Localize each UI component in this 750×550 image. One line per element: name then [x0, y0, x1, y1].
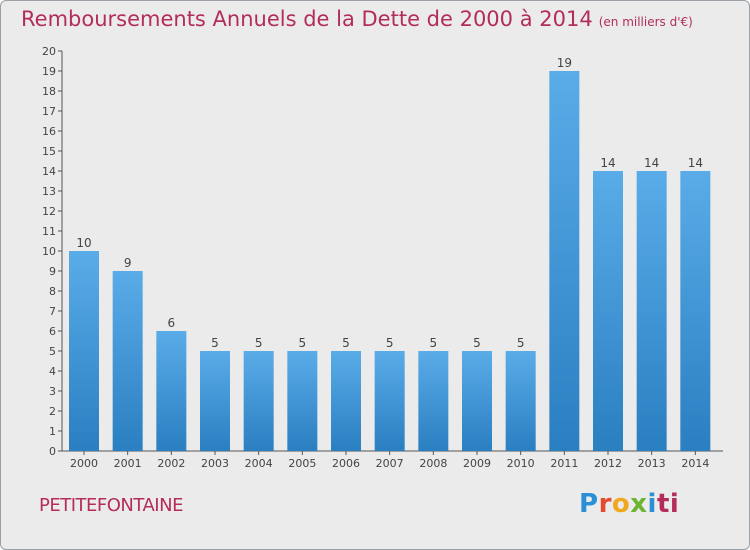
logo-letter: i [647, 489, 657, 519]
x-tick-label: 2007 [376, 457, 404, 470]
x-tick-label: 2013 [638, 457, 666, 470]
bar-value-label: 5 [473, 336, 481, 350]
y-tick-label: 6 [49, 325, 56, 338]
y-tick-label: 15 [42, 145, 56, 158]
bar [331, 351, 361, 451]
y-tick-label: 1 [49, 425, 56, 438]
logo-letter: r [598, 489, 612, 519]
bar-value-label: 19 [557, 56, 572, 70]
y-tick-label: 18 [42, 85, 56, 98]
bar-value-label: 14 [688, 156, 703, 170]
chart-unit: (en milliers d'€) [598, 15, 693, 29]
x-tick-label: 2010 [507, 457, 535, 470]
bar-value-label: 14 [644, 156, 659, 170]
y-tick-label: 14 [42, 165, 56, 178]
bar [593, 171, 623, 451]
bar-value-label: 5 [299, 336, 307, 350]
logo-letter: ti [656, 489, 680, 519]
y-tick-label: 20 [42, 45, 56, 58]
y-tick-label: 5 [49, 345, 56, 358]
y-tick-label: 4 [49, 365, 56, 378]
y-tick-label: 10 [42, 245, 56, 258]
proxiti-logo[interactable]: Proxiti [579, 489, 679, 519]
bar [287, 351, 318, 451]
y-tick-label: 0 [49, 445, 56, 458]
y-tick-label: 9 [49, 265, 56, 278]
chart-title-text: Remboursements Annuels de la Dette de 20… [21, 7, 593, 31]
x-tick-label: 2001 [114, 457, 142, 470]
x-tick-label: 2011 [550, 457, 578, 470]
bar-value-label: 10 [76, 236, 91, 250]
x-tick-label: 2009 [463, 457, 491, 470]
bar-value-label: 5 [342, 336, 350, 350]
y-tick-label: 3 [49, 385, 56, 398]
chart-title: Remboursements Annuels de la Dette de 20… [21, 7, 693, 31]
bar [200, 351, 230, 451]
y-tick-label: 11 [42, 225, 56, 238]
commune-name: PETITEFONTAINE [39, 495, 183, 516]
bar-value-label: 5 [255, 336, 263, 350]
x-tick-label: 2002 [157, 457, 185, 470]
y-tick-label: 19 [42, 65, 56, 78]
x-tick-label: 2006 [332, 457, 360, 470]
logo-letter: o [611, 489, 631, 519]
y-tick-label: 13 [42, 185, 56, 198]
y-tick-label: 8 [49, 285, 56, 298]
bar [374, 351, 405, 451]
y-tick-label: 12 [42, 205, 56, 218]
bar [156, 331, 187, 451]
y-tick-label: 17 [42, 105, 56, 118]
bar [69, 251, 99, 451]
x-tick-label: 2014 [681, 457, 709, 470]
bar-value-label: 14 [600, 156, 615, 170]
bar-value-label: 5 [386, 336, 394, 350]
bar [505, 351, 536, 451]
bar-value-label: 5 [517, 336, 525, 350]
bar [636, 171, 667, 451]
x-tick-label: 2012 [594, 457, 622, 470]
bar-value-label: 6 [168, 316, 176, 330]
logo-letter: P [579, 489, 599, 519]
bar [243, 351, 274, 451]
bar-value-label: 5 [211, 336, 219, 350]
x-tick-label: 2004 [245, 457, 273, 470]
bar [549, 71, 580, 451]
x-tick-label: 2000 [70, 457, 98, 470]
x-tick-label: 2003 [201, 457, 229, 470]
bar-value-label: 5 [430, 336, 438, 350]
bar-value-label: 9 [124, 256, 132, 270]
bar [112, 271, 143, 451]
bar [418, 351, 449, 451]
y-tick-label: 2 [49, 405, 56, 418]
bar [680, 171, 711, 451]
logo-letter: x [630, 489, 648, 519]
bar [462, 351, 492, 451]
x-tick-label: 2005 [288, 457, 316, 470]
y-tick-label: 16 [42, 125, 56, 138]
x-tick-label: 2008 [419, 457, 447, 470]
y-tick-label: 7 [49, 305, 56, 318]
